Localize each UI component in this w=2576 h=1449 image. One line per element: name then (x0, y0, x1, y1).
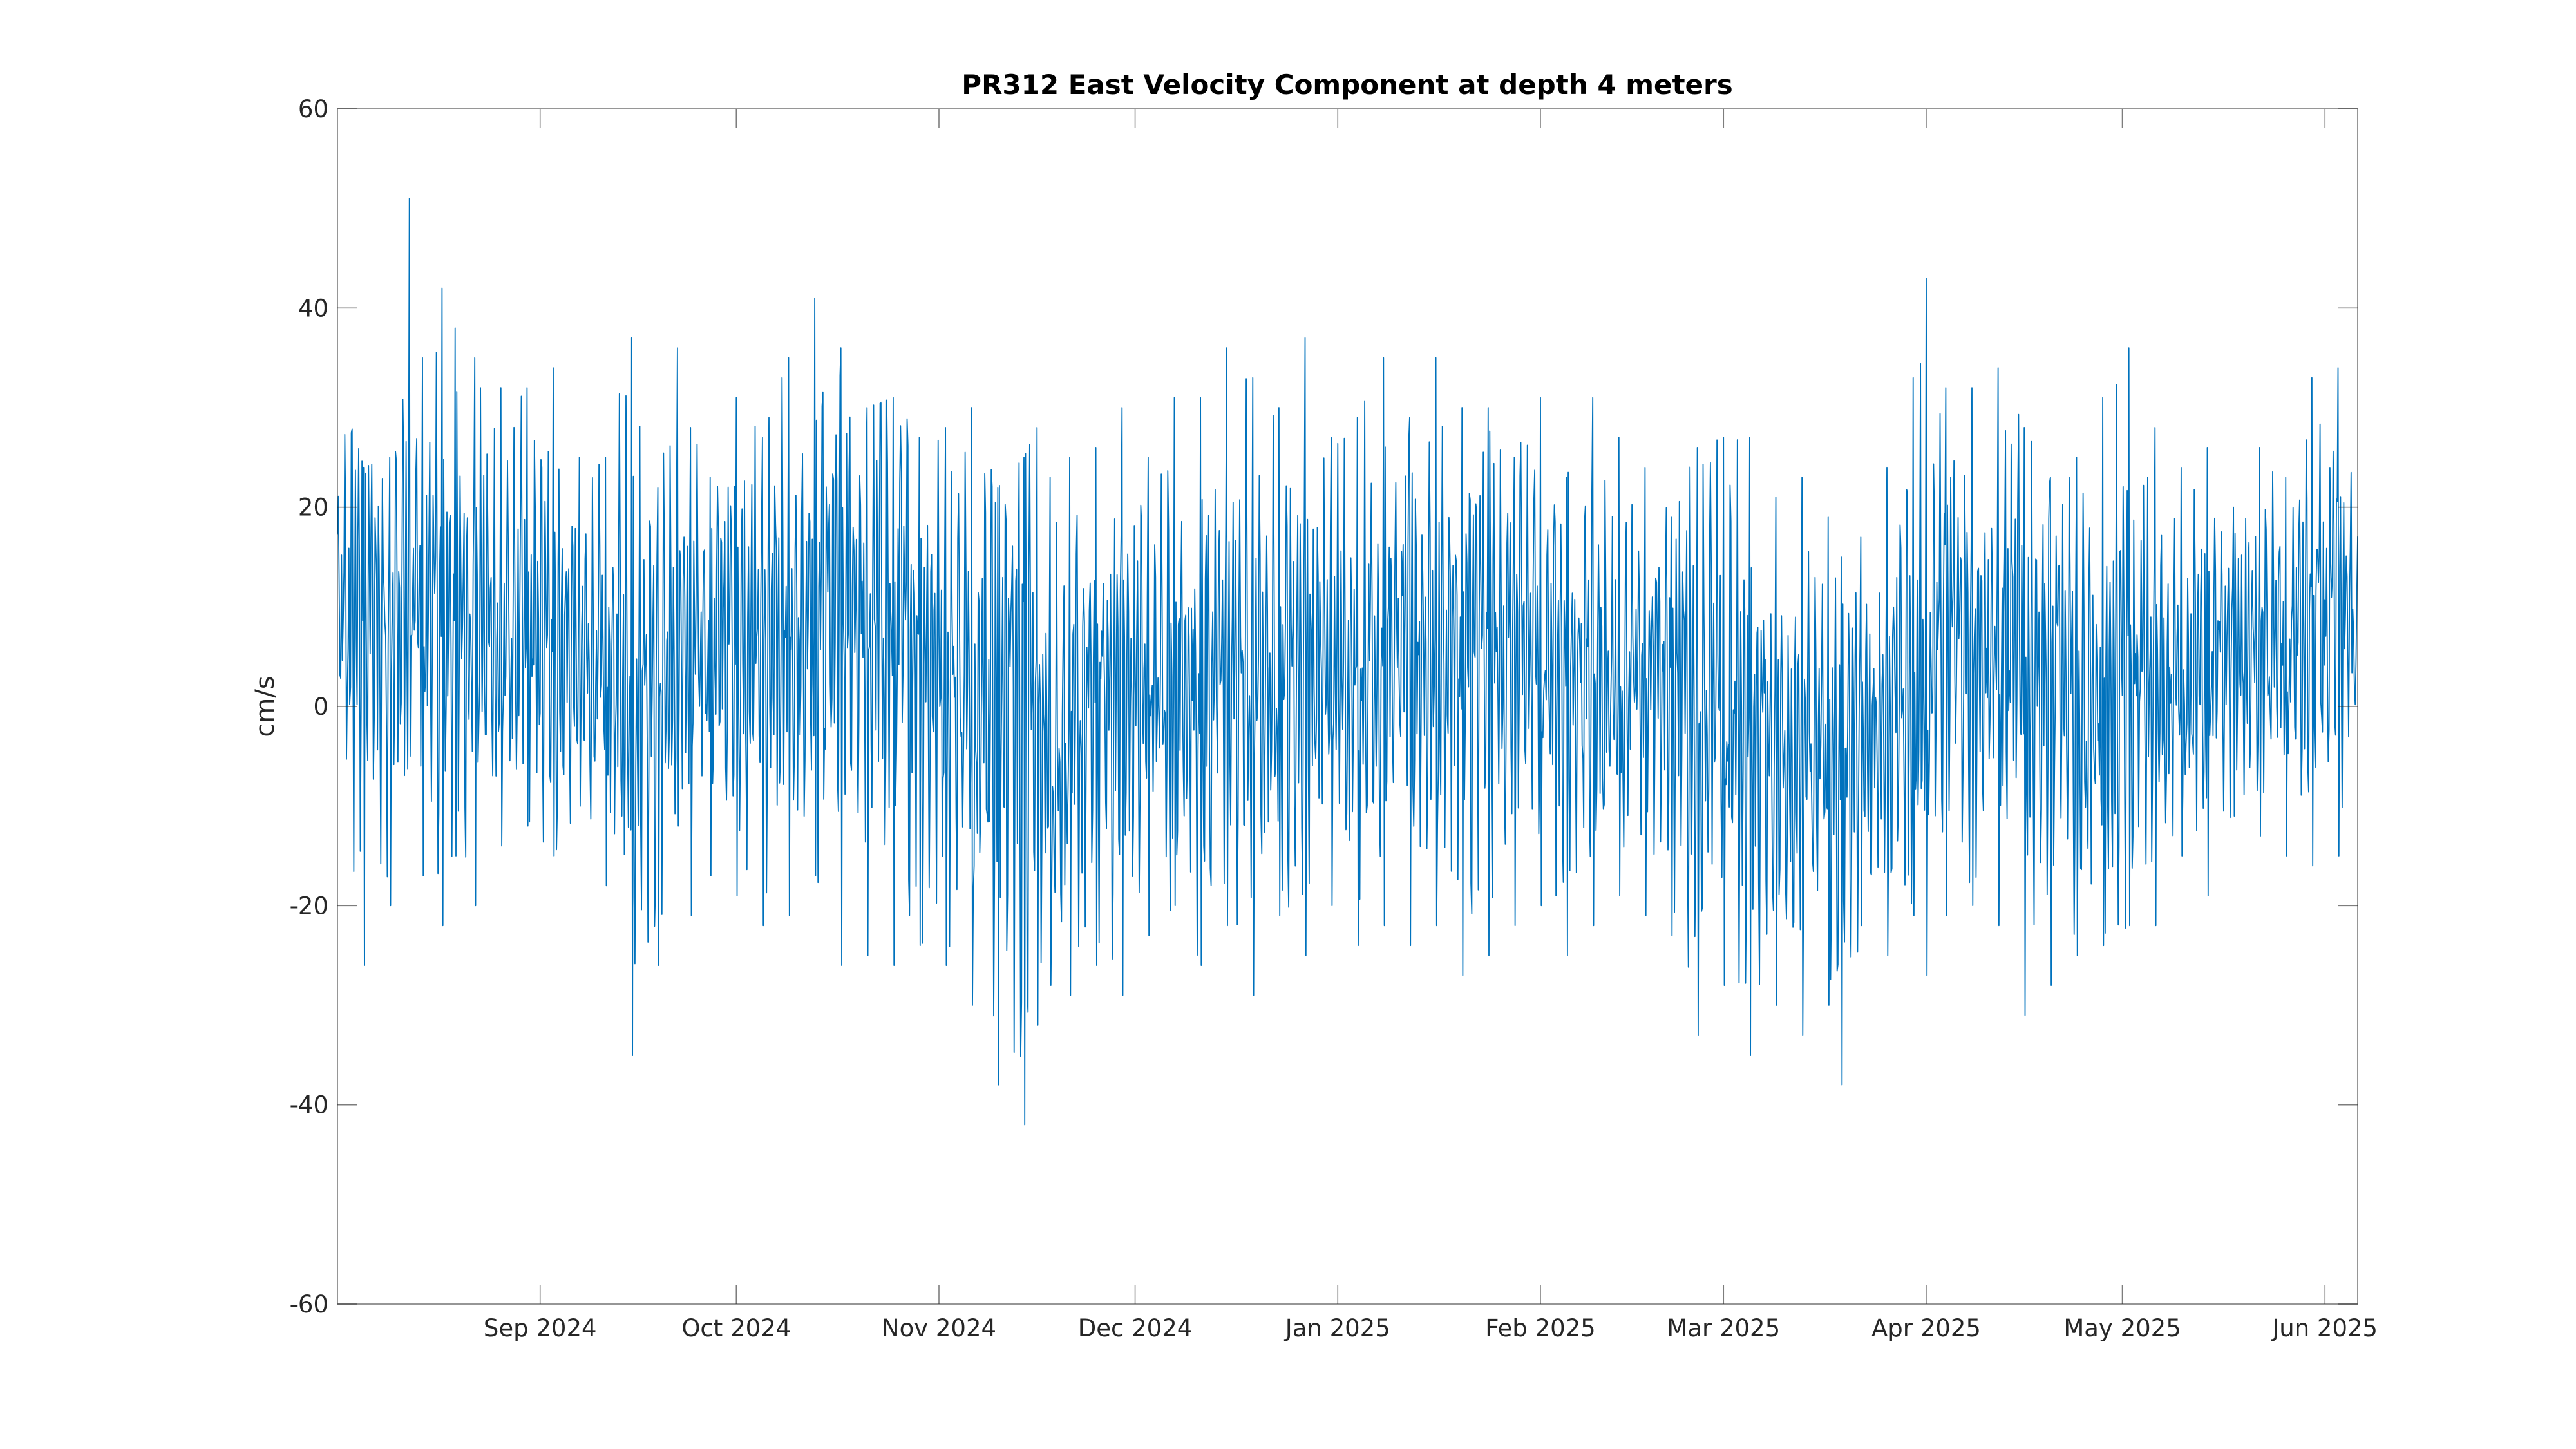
x-axis: Sep 2024 Oct 2024 Nov 2024 Dec 2024 Jan 2025… (484, 109, 2378, 1342)
x-tick-label: Sep 2024 (484, 1314, 597, 1342)
y-tick-label: -60 (290, 1291, 328, 1318)
x-tick-label: Feb 2025 (1485, 1314, 1595, 1342)
x-tick-label: Jan 2025 (1284, 1314, 1390, 1342)
series-layer (337, 198, 2358, 1126)
y-tick-label: 60 (298, 95, 328, 123)
y-tick-label: 0 (313, 693, 328, 721)
y-tick-label: -20 (290, 892, 328, 920)
y-tick-label: 20 (298, 494, 328, 522)
y-tick-label: -40 (290, 1092, 328, 1119)
x-tick-label: May 2025 (2063, 1314, 2181, 1342)
y-tick-label: 40 (298, 294, 328, 322)
y-axis: 60 40 20 0 -20 -40 -60 (290, 95, 2358, 1318)
x-tick-label: Jun 2025 (2271, 1314, 2378, 1342)
x-tick-label: Mar 2025 (1667, 1314, 1780, 1342)
chart-title: PR312 East Velocity Component at depth 4… (961, 69, 1732, 100)
x-tick-label: Oct 2024 (681, 1314, 791, 1342)
y-axis-label: cm/s (251, 676, 280, 737)
x-tick-label: Nov 2024 (882, 1314, 996, 1342)
velocity-series-line (337, 198, 2358, 1126)
x-tick-label: Dec 2024 (1078, 1314, 1193, 1342)
x-tick-label: Apr 2025 (1871, 1314, 1981, 1342)
